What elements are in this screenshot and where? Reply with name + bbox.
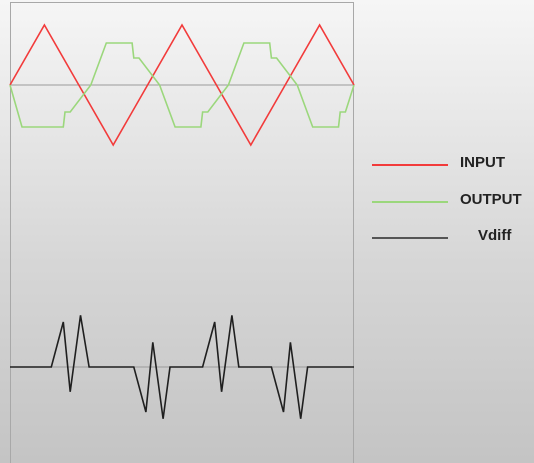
legend-swatch-input — [372, 164, 448, 166]
series-output-line — [9, 42, 355, 128]
legend-label-output: OUTPUT — [460, 191, 522, 208]
series-input-line — [9, 23, 355, 147]
plot-layer — [9, 23, 355, 419]
legend-label-input: INPUT — [460, 154, 505, 171]
legend-swatch-output — [372, 201, 448, 203]
legend-label-vdiff: Vdiff — [478, 227, 512, 244]
legend-swatch-vdiff — [372, 237, 448, 239]
plot-frame — [10, 2, 354, 463]
series-vdiff-line — [10, 315, 354, 419]
